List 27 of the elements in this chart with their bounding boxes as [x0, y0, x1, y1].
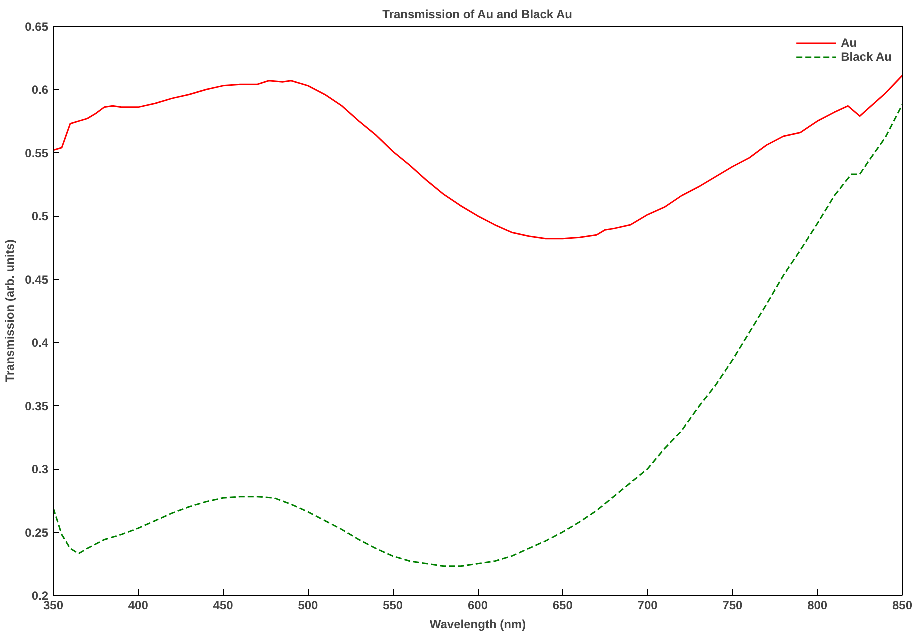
- y-tick-label: 0.65: [25, 20, 49, 34]
- y-tick-label: 0.25: [25, 526, 49, 540]
- y-axis-title: Transmission (arb. units): [3, 240, 18, 382]
- y-tick-label: 0.55: [25, 146, 49, 160]
- x-tick-label: 550: [383, 598, 404, 612]
- x-tick-label: 850: [892, 598, 913, 612]
- legend-label: Black Au: [841, 50, 892, 64]
- x-tick-label: 450: [213, 598, 234, 612]
- y-tick-label: 0.3: [32, 462, 49, 477]
- x-tick-label: 650: [552, 598, 574, 612]
- y-tick-label: 0.5: [32, 210, 49, 224]
- y-tick-label: 0.6: [32, 83, 49, 98]
- x-tick-label: 800: [808, 598, 828, 612]
- x-tick-label: 350: [43, 598, 64, 612]
- x-tick-label: 600: [468, 598, 488, 612]
- x-tick-label: 700: [638, 598, 658, 612]
- y-tick-label: 0.35: [25, 399, 49, 414]
- chart-title: Transmission of Au and Black Au: [382, 8, 572, 22]
- x-tick-label: 500: [298, 598, 319, 612]
- line-series: [54, 75, 902, 240]
- y-tick-label: 0.4: [32, 336, 49, 350]
- x-tick-label: 400: [128, 598, 149, 612]
- x-axis-title: Wavelength (nm): [430, 618, 526, 632]
- line-series: [54, 104, 902, 568]
- y-tick-label: 0.45: [25, 272, 49, 287]
- legend-label: Au: [841, 36, 858, 50]
- x-tick-label: 750: [722, 598, 744, 612]
